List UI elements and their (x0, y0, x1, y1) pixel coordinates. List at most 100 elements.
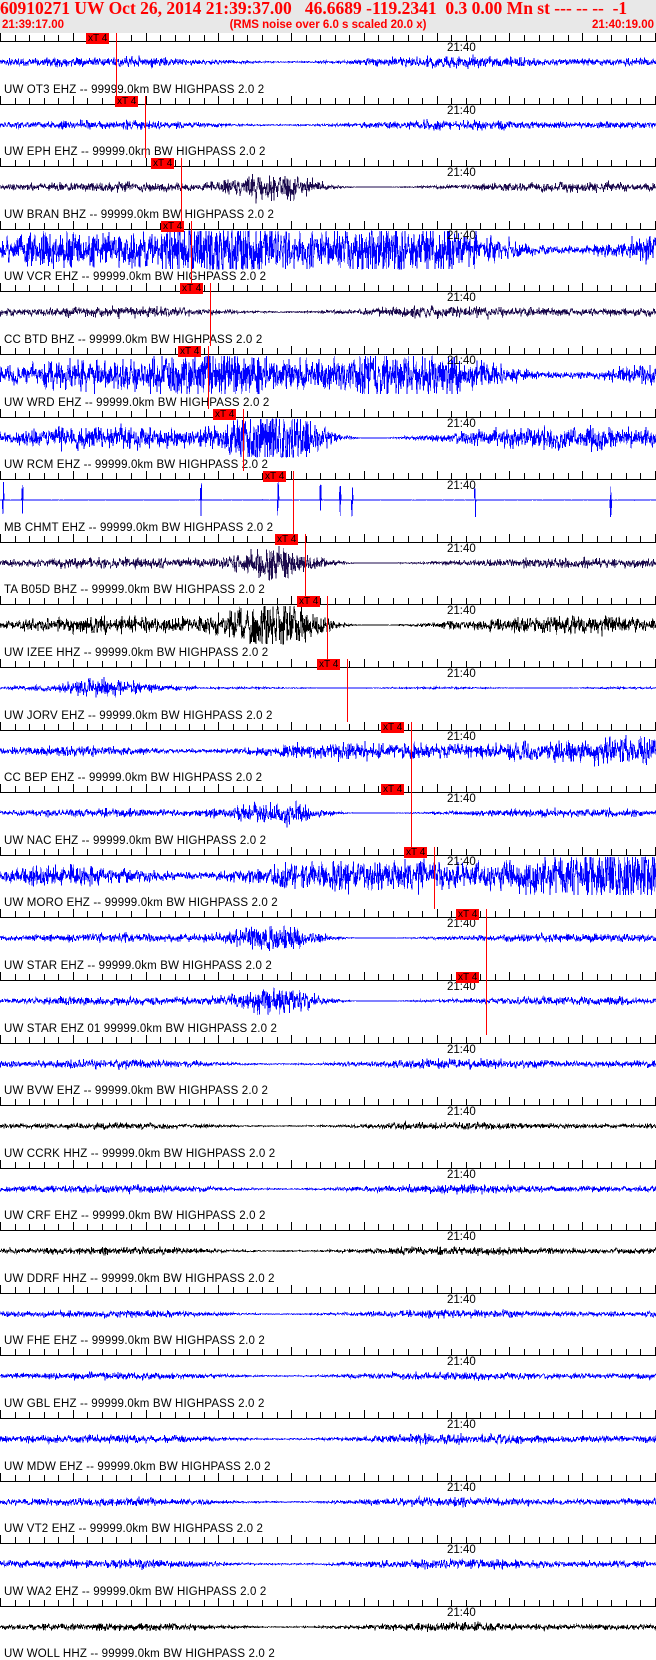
axis-tick (349, 723, 351, 731)
axis-tick (87, 535, 89, 543)
station-label: UW MDW EHZ -- 99999.0km BW HIGHPASS 2.0 … (4, 1460, 271, 1473)
trace-row[interactable]: 21:40 UW VT2 EHZ -- 99999.0km BW HIGHPASS… (0, 1472, 656, 1536)
pick-marker-line[interactable] (347, 658, 348, 722)
pick-marker-line[interactable] (411, 721, 412, 785)
axis-tick (509, 1410, 511, 1420)
pick-marker-line[interactable] (305, 533, 306, 597)
axis-tick (116, 535, 118, 543)
trace-row[interactable]: 21:40 UW WOLL HHZ -- 99999.0km BW HIGHPAS… (0, 1597, 656, 1660)
trace-row[interactable]: 21:40 TA B05D BHZ -- 99999.0km BW HIGHPAS… (0, 533, 656, 597)
pick-marker-line[interactable] (486, 909, 487, 972)
axis-tick (538, 848, 540, 856)
pick-marker-label[interactable]: xT 4 (263, 471, 287, 483)
pick-marker-line[interactable] (411, 784, 412, 847)
pick-marker-label[interactable]: xT 4 (404, 846, 428, 858)
trace-row[interactable]: 21:40 UW DDRF HHZ -- 99999.0km BW HIGHPAS… (0, 1222, 656, 1285)
axis-tick (407, 473, 409, 481)
axis-tick (640, 1412, 642, 1420)
trace-row[interactable]: 21:40 UW CCRK HHZ -- 99999.0km BW HIGHPAS… (0, 1097, 656, 1160)
pick-marker-label[interactable]: xT 4 (213, 408, 237, 420)
trace-row[interactable]: 21:40 UW RCM EHZ -- 99999.0km BW HIGHPASS… (0, 408, 656, 472)
axis-tick (116, 473, 118, 481)
axis-tick (131, 1161, 132, 1169)
trace-row[interactable]: 21:40 UW EPH EHZ -- 99999.0km BW HIGHPASS… (0, 95, 656, 159)
axis-tick (538, 97, 540, 105)
pick-marker-line[interactable] (208, 345, 209, 409)
axis-tick (14, 1224, 16, 1232)
pick-marker-label[interactable]: xT 4 (86, 33, 110, 44)
pick-marker-label[interactable]: xT 4 (381, 784, 405, 796)
axis-tick (0, 1347, 1, 1357)
trace-row[interactable]: 21:40 CC BTD BHZ -- 99999.0km BW HIGHPASS… (0, 283, 656, 346)
pick-marker-line[interactable] (243, 408, 244, 472)
pick-marker-label[interactable]: xT 4 (317, 658, 341, 670)
trace-row[interactable]: 21:40 UW MORO EHZ -- 99999.0km BW HIGHPAS… (0, 846, 656, 910)
trace-row[interactable]: 21:40 UW STAR EHZ -- 99999.0km BW HIGHPAS… (0, 909, 656, 972)
axis-tick (101, 410, 103, 418)
axis-tick (247, 1599, 249, 1607)
trace-row[interactable]: 21:40 UW WA2 EHZ -- 99999.0km BW HIGHPASS… (0, 1535, 656, 1598)
trace-row[interactable]: 21:40 MB CHMT EHZ -- 99999.0km BW HIGHPAS… (0, 471, 656, 534)
time-range-line: 21:39:17.00 (RMS noise over 6.0 s scaled… (0, 18, 656, 33)
trace-row[interactable]: 21:40 UW BRAN BHZ -- 99999.0km BW HIGHPAS… (0, 158, 656, 221)
trace-row[interactable]: 21:40 UW IZEE HHZ -- 99999.0km BW HIGHPAS… (0, 596, 656, 659)
pick-marker-label[interactable]: xT 4 (381, 721, 405, 733)
trace-row[interactable]: 21:40 UW BVW EHZ -- 99999.0km BW HIGHPASS… (0, 1034, 656, 1098)
pick-marker-line[interactable] (210, 283, 211, 346)
pick-marker-label[interactable]: xT 4 (151, 158, 175, 170)
axis-tick (349, 848, 351, 856)
pick-marker-line[interactable] (116, 33, 117, 96)
pick-marker-label[interactable]: xT 4 (161, 220, 185, 232)
trace-row[interactable]: 21:40 UW CRF EHZ -- 99999.0km BW HIGHPASS… (0, 1159, 656, 1223)
axis-time-label: 21:40 (447, 542, 476, 555)
pick-marker-line[interactable] (486, 971, 487, 1035)
trace-row[interactable]: 21:40 UW WRD EHZ -- 99999.0km BW HIGHPASS… (0, 345, 656, 409)
pick-marker-label[interactable]: xT 4 (456, 971, 480, 983)
pick-marker-line[interactable] (181, 158, 182, 221)
trace-row[interactable]: 21:40 UW FHE EHZ -- 99999.0km BW HIGHPASS… (0, 1284, 656, 1348)
pick-marker-label[interactable]: xT 4 (115, 95, 139, 107)
axis-tick (334, 1599, 336, 1607)
axis-tick (611, 347, 613, 355)
axis-tick (596, 723, 598, 731)
axis-tick (218, 1222, 220, 1232)
pick-marker-line[interactable] (293, 471, 294, 534)
pick-marker-label[interactable]: xT 4 (275, 533, 299, 545)
axis-tick (334, 1537, 336, 1545)
axis-tick (262, 1599, 263, 1607)
header-bar: 60910271 UW Oct 26, 2014 21:39:37.00 46.… (0, 0, 656, 33)
axis-tick (509, 1535, 511, 1545)
pick-marker-line[interactable] (145, 95, 146, 159)
pick-marker-label[interactable]: xT 4 (180, 283, 204, 295)
pick-marker-line[interactable] (191, 220, 192, 284)
axis-tick (640, 911, 642, 919)
axis-tick (160, 473, 162, 481)
axis-tick (334, 1224, 336, 1232)
axis-tick (422, 535, 424, 543)
trace-row[interactable]: 21:40 UW NAC EHZ -- 99999.0km BW HIGHPASS… (0, 784, 656, 847)
axis-tick (349, 1349, 351, 1357)
axis-tick (291, 1347, 293, 1357)
axis-tick (87, 660, 89, 668)
axis-tick (145, 95, 147, 105)
trace-row[interactable]: 21:40 CC BEP EHZ -- 99999.0km BW HIGHPASS… (0, 721, 656, 785)
axis-tick (43, 1537, 45, 1545)
pick-marker-line[interactable] (327, 596, 328, 659)
pick-marker-label[interactable]: xT 4 (178, 345, 202, 357)
pick-marker-label[interactable]: xT 4 (456, 909, 480, 921)
axis-tick (465, 1161, 467, 1169)
pick-marker-label[interactable]: xT 4 (297, 596, 321, 608)
axis-tick (29, 1412, 31, 1420)
trace-row[interactable]: 21:40 UW VCR EHZ -- 99999.0km BW HIGHPASS… (0, 220, 656, 284)
axis-tick (174, 347, 176, 355)
trace-row[interactable]: 21:40 UW OT3 EHZ -- 99999.0km BW HIGHPASS… (0, 33, 656, 96)
trace-row[interactable]: 21:40 UW MDW EHZ -- 99999.0km BW HIGHPASS… (0, 1410, 656, 1473)
pick-marker-line[interactable] (434, 846, 435, 910)
axis-tick (640, 473, 642, 481)
trace-row[interactable]: 21:40 UW GBL EHZ -- 99999.0km BW HIGHPASS… (0, 1347, 656, 1411)
trace-row[interactable]: 21:40 UW STAR EHZ 01 99999.0km BW HIGHPAS… (0, 971, 656, 1035)
trace-row[interactable]: 21:40 UW JORV EHZ -- 99999.0km BW HIGHPAS… (0, 658, 656, 722)
axis-tick (363, 1347, 365, 1357)
trace-list: 21:40 UW OT3 EHZ -- 99999.0km BW HIGHPASS… (0, 33, 656, 1660)
waveform (0, 1231, 656, 1271)
